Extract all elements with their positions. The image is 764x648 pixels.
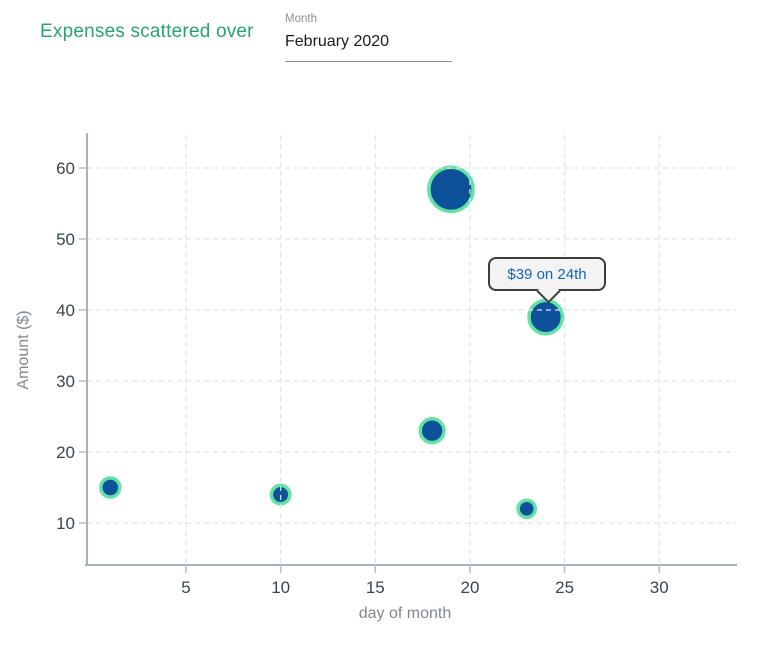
- bubble-day-18[interactable]: [418, 417, 446, 445]
- x-tick-label: 25: [555, 578, 574, 597]
- y-tick-label: 40: [56, 301, 75, 320]
- y-tick-label: 60: [56, 159, 75, 178]
- page-title: Expenses scattered over: [40, 21, 254, 42]
- month-picker-label: Month: [285, 13, 317, 25]
- tooltip-text: $39 on 24th: [507, 265, 587, 283]
- y-axis-title: Amount ($): [15, 310, 32, 389]
- y-tick-label: 50: [56, 230, 75, 249]
- x-tick-label: 30: [650, 578, 669, 597]
- bubble-day-24[interactable]: [527, 298, 565, 336]
- bubble-day-10[interactable]: [269, 483, 292, 506]
- month-picker-input[interactable]: [285, 29, 452, 62]
- bubble-day-19[interactable]: [427, 165, 475, 214]
- y-tick-label: 20: [56, 443, 75, 462]
- month-picker[interactable]: Month: [285, 13, 452, 62]
- bubble-day-1[interactable]: [99, 476, 122, 499]
- bubble-day-23[interactable]: [516, 498, 538, 520]
- y-tick-label: 30: [56, 372, 75, 391]
- x-tick-label: 20: [460, 578, 479, 597]
- y-tick-label: 10: [56, 514, 75, 533]
- x-tick-label: 15: [366, 578, 385, 597]
- chart-tooltip: $39 on 24th: [488, 257, 606, 304]
- x-axis-title: day of month: [359, 605, 452, 622]
- x-tick-label: 5: [181, 578, 190, 597]
- x-tick-label: 10: [271, 578, 290, 597]
